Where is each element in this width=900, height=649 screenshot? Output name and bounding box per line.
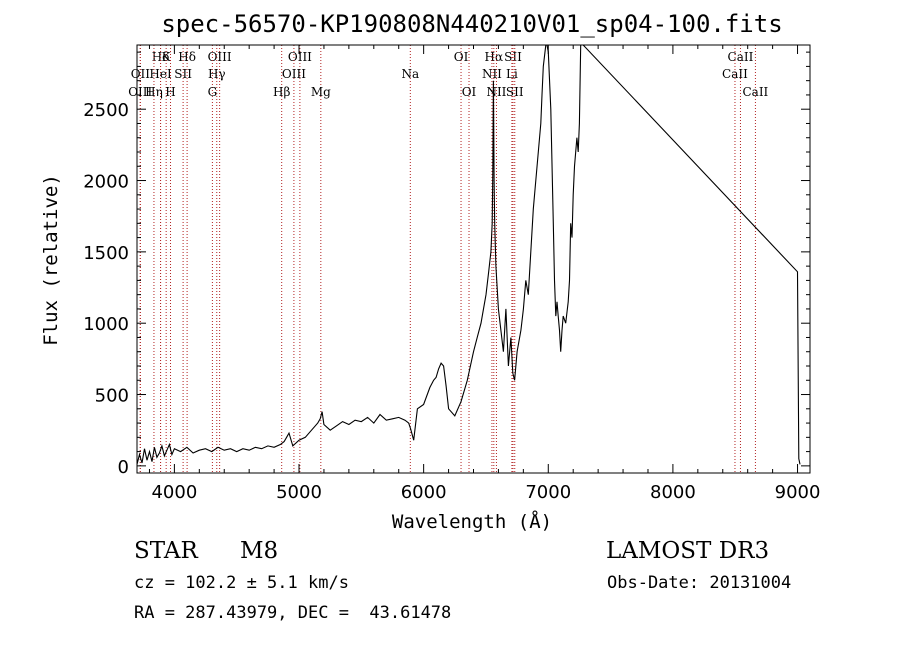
line-marker-label: Hη — [145, 85, 163, 99]
line-marker-label: Hγ — [208, 67, 226, 81]
line-marker-label: NII — [482, 67, 502, 81]
line-marker-label: SII — [504, 50, 522, 64]
line-marker-label: OIII — [288, 50, 312, 64]
line-marker-label: CaII — [722, 67, 748, 81]
line-marker-label: OIII — [282, 67, 306, 81]
x-tick-label: 5000 — [276, 482, 322, 503]
redshift-velocity: cz = 102.2 ± 5.1 km/s — [134, 573, 349, 593]
line-marker-label: HeI — [149, 67, 172, 81]
line-marker-label: Li — [506, 67, 518, 81]
line-marker-label: CaII — [728, 50, 754, 64]
x-axis-ticks: 4000 5000 6000 7000 8000 9000 — [148, 45, 821, 503]
x-axis-label: Wavelength (Å) — [392, 510, 552, 533]
coordinates: RA = 287.43979, DEC = 43.61478 — [134, 603, 452, 623]
line-marker-label: OI — [454, 50, 469, 64]
spectrum-series — [136, 44, 801, 465]
line-marker-label: NII — [486, 85, 506, 99]
line-marker-label: OIII — [128, 85, 152, 99]
line-marker-label: OI — [462, 85, 477, 99]
chart-title: spec-56570-KP190808N440210V01_sp04-100.f… — [161, 10, 782, 38]
line-marker-label: K — [162, 50, 172, 64]
y-tick-label: 2000 — [83, 172, 129, 193]
line-marker-label: Hδ — [178, 50, 196, 64]
line-marker-label: Mg — [311, 85, 331, 99]
line-marker-label: Na — [401, 67, 419, 81]
line-marker-label: OIII — [208, 50, 232, 64]
object-class: STAR — [134, 538, 198, 564]
line-marker-label: Hα — [485, 50, 504, 64]
y-axis-ticks: 0 500 1000 1500 2000 2500 — [83, 51, 810, 478]
x-tick-label: 9000 — [775, 482, 821, 503]
line-marker-label: H — [165, 85, 175, 99]
y-tick-label: 500 — [95, 386, 129, 407]
line-marker-label: CaII — [742, 85, 768, 99]
y-axis-label: Flux (relative) — [40, 174, 62, 346]
object-subclass: M8 — [240, 538, 279, 564]
y-tick-label: 1500 — [83, 243, 129, 264]
line-marker-label: SII — [174, 67, 192, 81]
spectrum-line — [136, 44, 801, 465]
y-tick-label: 1000 — [83, 314, 129, 335]
y-tick-label: 2500 — [83, 100, 129, 121]
line-marker-label: SII — [506, 85, 524, 99]
line-marker-label: OII — [131, 67, 151, 81]
y-tick-label: 0 — [118, 457, 129, 478]
x-tick-label: 7000 — [525, 482, 571, 503]
survey-name: LAMOST DR3 — [606, 538, 770, 564]
line-marker-label: G — [208, 85, 218, 99]
observation-date: Obs-Date: 20131004 — [607, 573, 792, 593]
x-tick-label: 8000 — [650, 482, 696, 503]
x-tick-label: 4000 — [151, 482, 197, 503]
plot-frame — [136, 44, 811, 474]
x-tick-label: 6000 — [401, 482, 447, 503]
line-marker-label: Hβ — [273, 85, 290, 99]
